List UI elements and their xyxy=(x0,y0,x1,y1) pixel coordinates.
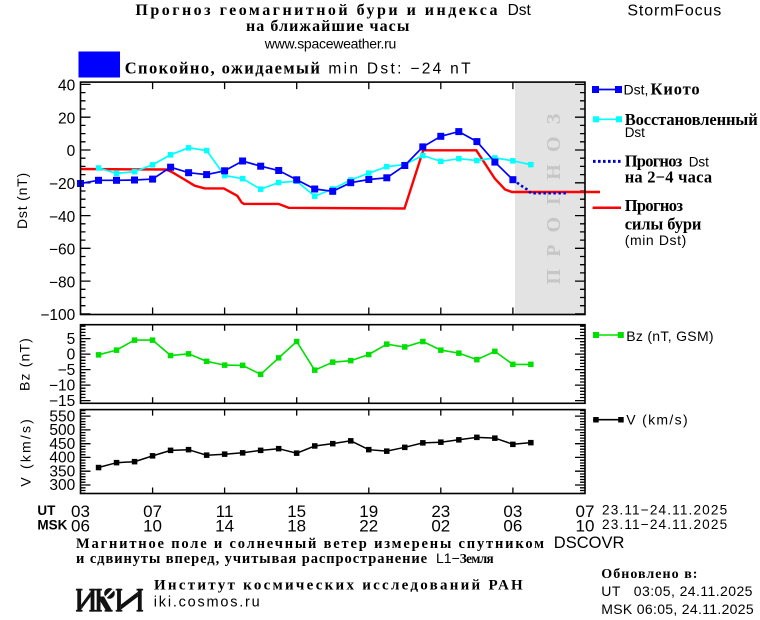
svg-text:MSK 06:05, 24.11.2025: MSK 06:05, 24.11.2025 xyxy=(601,601,754,617)
svg-text:iki.cosmos.ru: iki.cosmos.ru xyxy=(154,594,262,610)
svg-text:350: 350 xyxy=(49,463,75,480)
svg-text:на ближайшие часы: на ближайшие часы xyxy=(246,18,410,35)
svg-text:03: 03 xyxy=(71,502,90,521)
svg-text:0: 0 xyxy=(67,143,76,160)
svg-text:Bz (nT): Bz (nT) xyxy=(17,337,33,391)
svg-text:03: 03 xyxy=(503,502,522,521)
svg-text:400: 400 xyxy=(49,450,75,467)
svg-text:450: 450 xyxy=(49,436,75,453)
svg-text:−40: −40 xyxy=(49,209,76,226)
svg-text:−5: −5 xyxy=(58,362,76,379)
svg-text:−80: −80 xyxy=(49,274,76,291)
svg-text:Прогноз: Прогноз xyxy=(625,196,684,215)
svg-text:23.11−24.11.2025: 23.11−24.11.2025 xyxy=(602,503,728,518)
svg-text:23.11−24.11.2025: 23.11−24.11.2025 xyxy=(602,517,728,532)
svg-text:0: 0 xyxy=(67,346,76,363)
svg-text:Магнитное поле и солнечный вет: Магнитное поле и солнечный ветер измерен… xyxy=(76,534,624,552)
svg-text:500: 500 xyxy=(49,422,75,439)
svg-text:11: 11 xyxy=(216,502,234,521)
svg-text:−60: −60 xyxy=(49,242,76,259)
svg-text:−20: −20 xyxy=(49,176,76,193)
svg-text:02: 02 xyxy=(431,517,450,536)
svg-text:14: 14 xyxy=(215,517,234,536)
svg-text:Обновлено в:: Обновлено в: xyxy=(601,567,698,582)
svg-text:V (km/s): V (km/s) xyxy=(18,417,34,487)
svg-text:23: 23 xyxy=(431,502,450,521)
svg-text:22: 22 xyxy=(359,517,378,536)
svg-text:−15: −15 xyxy=(49,393,75,410)
svg-text:40: 40 xyxy=(58,78,76,95)
svg-text:Институт космических исследова: Институт космических исследований РАН xyxy=(154,577,525,593)
svg-text:Bz (nT, GSM): Bz (nT, GSM) xyxy=(626,328,714,344)
svg-text:Dst: Dst xyxy=(625,125,645,140)
svg-text:и сдвинуты вперед, учитывая ра: и сдвинуты вперед, учитывая распростране… xyxy=(76,550,494,567)
svg-text:15: 15 xyxy=(287,502,306,521)
svg-text:20: 20 xyxy=(58,110,76,127)
svg-text:Восстановленный: Восстановленный xyxy=(625,110,759,129)
svg-text:UT 03:05, 24.11.2025: UT 03:05, 24.11.2025 xyxy=(601,583,753,599)
svg-text:UT: UT xyxy=(37,503,56,518)
svg-text:07: 07 xyxy=(143,502,162,521)
svg-text:550: 550 xyxy=(49,408,75,425)
svg-text:−10: −10 xyxy=(49,377,76,394)
svg-text:19: 19 xyxy=(359,502,378,521)
svg-text:www.spaceweather.ru: www.spaceweather.ru xyxy=(264,35,396,51)
svg-text:StormFocus: StormFocus xyxy=(627,2,722,19)
svg-text:V (km/s): V (km/s) xyxy=(626,411,689,427)
svg-text:Dst, Киото: Dst, Киото xyxy=(624,80,701,99)
svg-text:MSK: MSK xyxy=(37,518,67,533)
svg-text:(min Dst): (min Dst) xyxy=(625,232,687,248)
svg-text:300: 300 xyxy=(49,477,75,494)
svg-text:10: 10 xyxy=(575,517,594,536)
svg-text:5: 5 xyxy=(67,331,76,348)
svg-text:10: 10 xyxy=(143,517,162,536)
svg-text:Dst (nT): Dst (nT) xyxy=(14,172,30,229)
svg-text:06: 06 xyxy=(503,517,522,536)
svg-text:силы бури: силы бури xyxy=(625,214,702,233)
svg-text:06: 06 xyxy=(71,517,90,536)
svg-text:07: 07 xyxy=(575,502,594,521)
svg-text:−100: −100 xyxy=(40,307,75,324)
svg-text:Прогноз геомагнитной бури и ин: Прогноз геомагнитной бури и индекса Dst xyxy=(135,2,531,19)
svg-text:на 2−4 часа: на 2−4 часа xyxy=(625,167,713,186)
svg-text:18: 18 xyxy=(287,517,306,536)
